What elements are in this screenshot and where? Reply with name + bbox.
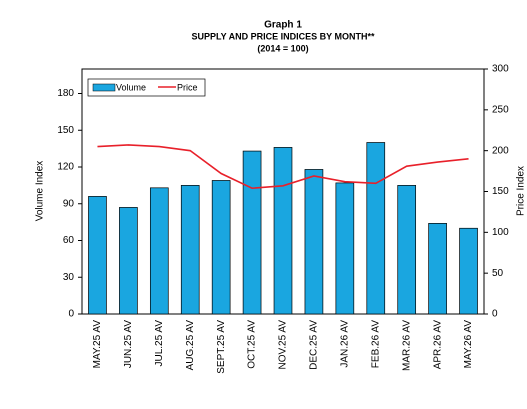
y-tick-label: 120 (57, 162, 74, 173)
chart-subtitle: (2014 = 100) (257, 43, 308, 53)
legend-label: Price (177, 82, 198, 92)
x-tick-label: DEC.25 AV (309, 320, 320, 370)
x-tick-label: MAY.25 AV (92, 320, 103, 369)
bar (366, 142, 386, 315)
x-tick-label: SEPT.25 AV (216, 320, 227, 374)
bar (180, 185, 200, 315)
bar (211, 180, 231, 315)
y2-tick-label: 250 (492, 104, 509, 115)
y2-tick-label: 50 (492, 268, 504, 279)
bar (335, 182, 355, 315)
y-axis-label: Volume Index (35, 161, 46, 222)
x-tick-label: APR.26 AV (432, 320, 443, 370)
y2-tick-label: 0 (492, 309, 498, 320)
chart-title: Graph 1 (264, 20, 302, 31)
bar (88, 196, 107, 315)
x-tick-label: JAN.26 AV (339, 320, 350, 368)
y2-tick-label: 200 (492, 145, 509, 156)
bar (273, 147, 293, 315)
x-tick-label: FEB.26 AV (370, 320, 381, 369)
x-tick-label: MAY.26 AV (463, 320, 474, 369)
legend-label: Volume (116, 82, 146, 92)
y2-tick-label: 100 (492, 227, 509, 238)
bar (119, 207, 138, 315)
x-tick-label: OCT.25 AV (247, 320, 258, 369)
x-tick-label: JUL.25 AV (154, 320, 165, 367)
legend-swatch (92, 83, 116, 92)
x-tick-label: AUG.25 AV (185, 320, 196, 371)
x-tick-label: MAR.26 AV (401, 320, 412, 371)
y-tick-label: 180 (57, 88, 74, 99)
bar (149, 187, 169, 315)
y-tick-label: 150 (57, 125, 74, 136)
bar (304, 169, 324, 315)
y-tick-label: 0 (68, 309, 74, 320)
y2-axis-label: Price Index (516, 166, 527, 216)
bar (459, 227, 478, 315)
y-tick-label: 30 (63, 272, 75, 283)
x-tick-label: NOV.25 AV (278, 320, 289, 370)
bar (242, 150, 262, 315)
y-tick-label: 90 (63, 198, 75, 209)
y2-tick-label: 150 (492, 186, 509, 197)
bar (428, 223, 447, 315)
price-line (97, 144, 469, 190)
legend-box (87, 78, 206, 97)
bar (397, 185, 417, 315)
x-tick-label: JUN.25 AV (123, 320, 134, 368)
y-tick-label: 60 (63, 235, 75, 246)
chart-subtitle: SUPPLY AND PRICE INDICES BY MONTH** (191, 31, 375, 41)
y2-tick-label: 300 (492, 64, 509, 75)
